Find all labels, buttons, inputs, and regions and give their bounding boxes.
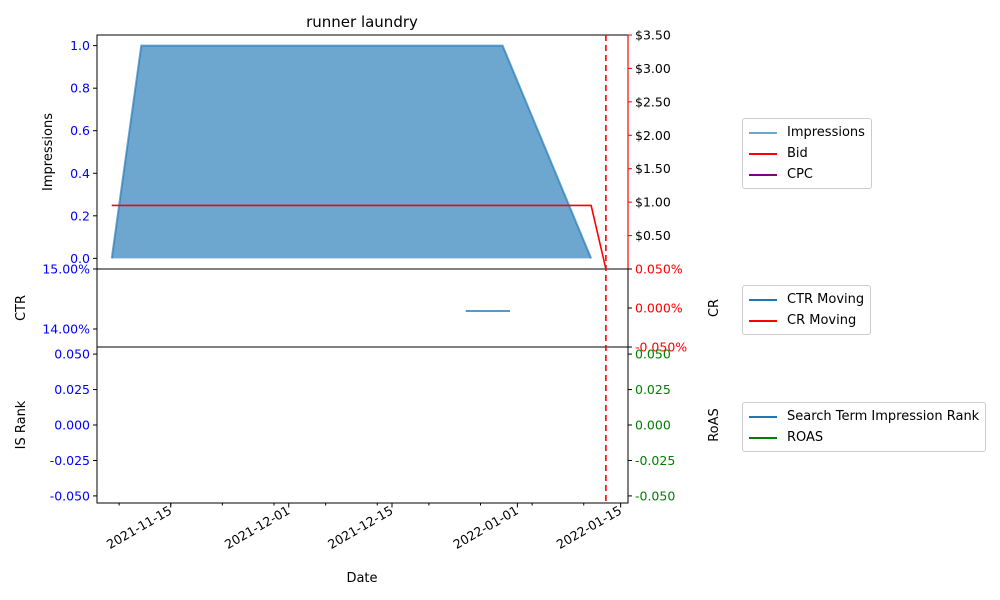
ctr-panel-right-tick-label: 0.050%: [635, 262, 683, 277]
impressions-legend: Impressions Bid CPC: [742, 118, 872, 189]
ctr-panel-left-tick-label: 14.00%: [42, 322, 90, 337]
x-tick-label: 2021-12-01: [222, 503, 292, 552]
legend-label: Bid: [787, 146, 808, 161]
x-tick-label: 2022-01-01: [450, 503, 520, 552]
legend-entry: CPC: [749, 164, 865, 185]
legend-entry: CTR Moving: [749, 289, 864, 310]
is-rank-panel-frame: [96, 346, 629, 504]
panels-layer: 0.0 0.2 0.4 0.6 0.8 1.0 $0.50 $1.00 $1.50 $2.00 $2…: [14, 28, 722, 552]
is-rank-legend: Search Term Impression Rank ROAS: [742, 402, 987, 452]
legend-swatch: [749, 152, 777, 155]
bid-line: [111, 204, 607, 270]
is-rank-panel-left-tick-label: -0.050: [50, 488, 90, 503]
x-tick-label: 2022-01-15: [554, 503, 624, 552]
is-rank-panel-right-tick-label: 0.000: [635, 418, 671, 433]
legend-swatch: [749, 173, 777, 176]
ctr-panel-right-tick-label: -0.050%: [635, 340, 687, 355]
chart-title: runner laundry: [306, 13, 418, 31]
impressions-panel-left-tick-label: 1.0: [70, 38, 90, 53]
ctr-panel-right-tick-label: 0.000%: [635, 301, 683, 316]
is-rank-panel-right-tick-label: -0.025: [635, 453, 675, 468]
legend-label: CTR Moving: [787, 292, 865, 307]
x-tick-label: 2021-11-15: [104, 503, 174, 552]
legend-label: Impressions: [787, 125, 865, 140]
legend-swatch: [749, 415, 777, 418]
legend-swatch: [749, 319, 777, 322]
is-rank-panel-right-tick-label: 0.050: [635, 347, 671, 362]
impressions-panel-left-tick-label: 0.8: [70, 81, 90, 96]
legend-entry: Bid: [749, 143, 865, 164]
legend-entry: Search Term Impression Rank: [749, 406, 979, 427]
legend-entry: ROAS: [749, 427, 979, 448]
x-axis-label: Date: [346, 571, 377, 586]
is-rank-panel-left-tick-label: 0.050: [54, 347, 90, 362]
impressions-panel: 0.0 0.2 0.4 0.6 0.8 1.0 $0.50 $1.00 $1.50 $2.00 $2…: [41, 28, 671, 270]
ctr-panel: 14.00% 15.00% -0.050% 0.000% 0.050% CTR CR: [14, 262, 722, 355]
legend-entry: CR Moving: [749, 310, 864, 331]
impressions-panel-right-tick-label: $0.50: [635, 228, 671, 243]
legend-entry: Impressions: [749, 122, 865, 143]
impressions-panel-right-tick-label: $1.50: [635, 161, 671, 176]
is-rank-panel-left-tick-label: 0.000: [54, 418, 90, 433]
legend-swatch: [749, 131, 777, 134]
ctr-panel-left-tick-label: 15.00%: [42, 262, 90, 277]
ctr-legend: CTR Moving CR Moving: [742, 285, 872, 335]
impressions-panel-left-tick-label: 0.0: [70, 251, 90, 266]
is-rank-panel-left-tick-label: 0.025: [54, 382, 90, 397]
impressions-panel-right-tick-label: $3.50: [635, 28, 671, 43]
ctr-panel-frame: [96, 268, 629, 348]
impressions-panel-left-tick-label: 0.6: [70, 123, 90, 138]
impressions-panel-right-tick-label: $2.50: [635, 94, 671, 109]
impressions-panel-left-tick-label: 0.4: [70, 166, 90, 181]
impressions-panel-right-tick-label: $3.00: [635, 61, 671, 76]
is-rank-panel-left-tick-label: -0.025: [50, 453, 90, 468]
legend-swatch: [749, 298, 777, 301]
legend-label: ROAS: [787, 430, 824, 445]
ctr-panel-right-axis-label: CR: [707, 299, 722, 317]
x-tick-label: 2021-12-15: [325, 503, 395, 552]
is-rank-panel-left-axis-label: IS Rank: [14, 400, 29, 449]
is-rank-panel: -0.050 -0.025 0.000 0.025 0.050 -0.050 -0.025 0…: [14, 346, 722, 504]
legend-label: Search Term Impression Rank: [787, 409, 980, 424]
legend-label: CR Moving: [787, 313, 857, 328]
impressions-panel-left-tick-label: 0.2: [70, 208, 90, 223]
impressions-panel-right-tick-label: $1.00: [635, 195, 671, 210]
legend-label: CPC: [787, 167, 813, 182]
is-rank-panel-right-axis-label: RoAS: [707, 408, 722, 442]
legend-swatch: [749, 436, 777, 439]
is-rank-panel-right-tick-label: 0.025: [635, 382, 671, 397]
impressions-panel-right-tick-label: $2.00: [635, 128, 671, 143]
impressions-line: [110, 44, 593, 259]
x-axis: 2021-11-15 2021-12-01 2021-12-15 2022-01-01…: [104, 503, 624, 552]
impressions-panel-left-axis-label: Impressions: [41, 113, 56, 191]
ctr-panel-left-axis-label: CTR: [14, 295, 29, 321]
impressions-area: [111, 45, 592, 259]
is-rank-panel-right-tick-label: -0.050: [635, 488, 675, 503]
